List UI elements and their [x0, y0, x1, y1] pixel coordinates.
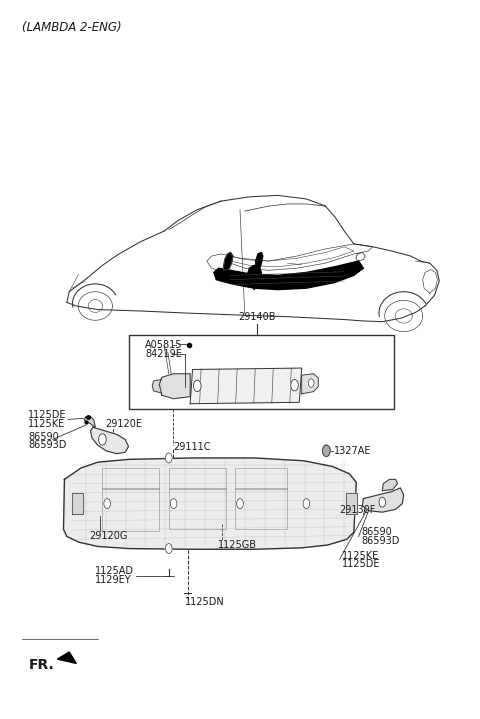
Circle shape [379, 498, 385, 507]
Circle shape [308, 379, 314, 388]
Polygon shape [63, 458, 356, 549]
Text: (LAMBDA 2-ENG): (LAMBDA 2-ENG) [22, 21, 121, 34]
Polygon shape [346, 493, 357, 514]
Text: 1125DE: 1125DE [28, 410, 66, 420]
Polygon shape [152, 380, 162, 393]
Polygon shape [214, 261, 363, 290]
Text: 86593D: 86593D [361, 536, 399, 546]
Bar [169, 488, 226, 529]
Text: 86590: 86590 [361, 527, 392, 537]
Polygon shape [72, 493, 84, 514]
Bar [102, 468, 159, 490]
Circle shape [323, 445, 330, 457]
Text: 29130F: 29130F [340, 505, 376, 515]
Text: 1327AE: 1327AE [334, 446, 372, 456]
Text: 86593D: 86593D [28, 440, 66, 450]
Text: 1125KE: 1125KE [342, 551, 379, 561]
Text: 1125DE: 1125DE [342, 559, 381, 569]
Circle shape [193, 380, 201, 392]
Text: FR.: FR. [29, 658, 55, 672]
Text: 1129EY: 1129EY [96, 575, 132, 585]
Text: 1125GB: 1125GB [218, 540, 257, 550]
Polygon shape [383, 480, 397, 491]
Circle shape [303, 498, 310, 508]
Circle shape [166, 544, 172, 554]
Bar [235, 488, 288, 529]
Text: 29120G: 29120G [89, 531, 128, 541]
Text: 1125AD: 1125AD [96, 567, 134, 577]
Bar [102, 488, 159, 531]
Circle shape [237, 498, 243, 508]
Bar [235, 468, 288, 490]
Polygon shape [362, 488, 404, 512]
Text: 29120E: 29120E [105, 419, 142, 429]
Polygon shape [159, 374, 190, 399]
Polygon shape [301, 374, 318, 394]
Text: 84219E: 84219E [145, 349, 182, 359]
Bar [129, 334, 394, 409]
Text: 1125DN: 1125DN [185, 597, 225, 607]
Polygon shape [91, 427, 129, 454]
Polygon shape [190, 368, 301, 404]
Circle shape [291, 380, 299, 391]
Text: 29111C: 29111C [174, 441, 211, 452]
Polygon shape [256, 252, 263, 270]
Circle shape [98, 434, 106, 445]
Polygon shape [223, 252, 233, 270]
Text: 86590: 86590 [28, 431, 59, 441]
Text: 29140B: 29140B [238, 312, 276, 322]
Bar [169, 468, 226, 490]
Text: A05815: A05815 [145, 339, 182, 349]
Circle shape [166, 453, 172, 463]
Text: 1125KE: 1125KE [28, 418, 65, 429]
Polygon shape [84, 416, 96, 427]
Circle shape [170, 498, 177, 508]
Polygon shape [247, 265, 261, 290]
Circle shape [104, 498, 110, 508]
Polygon shape [57, 652, 76, 664]
